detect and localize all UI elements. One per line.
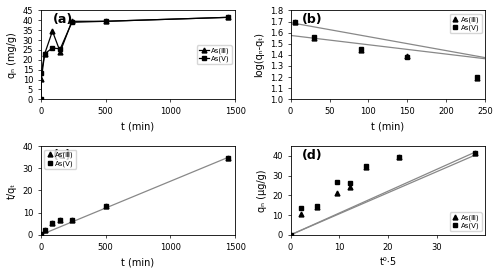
As(Ⅴ) [472, 151, 478, 155]
As(Ⅴ) [358, 48, 364, 51]
As(Ⅴ) [38, 98, 44, 101]
As(Ⅲ) [69, 218, 75, 221]
Y-axis label: qₙ (μg/g): qₙ (μg/g) [257, 169, 267, 212]
As(Ⅴ) [57, 47, 63, 51]
As(Ⅴ) [57, 219, 63, 222]
As(Ⅲ) [38, 233, 44, 236]
As(Ⅴ) [224, 16, 230, 19]
As(Ⅲ) [50, 30, 56, 33]
Legend: As(Ⅲ), As(Ⅴ): As(Ⅲ), As(Ⅴ) [450, 14, 482, 33]
As(Ⅲ) [311, 36, 317, 39]
Text: (a): (a) [52, 13, 72, 26]
Text: (d): (d) [302, 149, 323, 162]
As(Ⅴ) [38, 71, 44, 74]
As(Ⅴ) [474, 75, 480, 79]
X-axis label: t (min): t (min) [372, 121, 404, 132]
As(Ⅴ) [292, 20, 298, 23]
X-axis label: t (min): t (min) [122, 257, 154, 267]
As(Ⅲ) [363, 165, 369, 169]
As(Ⅴ) [363, 164, 369, 167]
As(Ⅴ) [42, 52, 48, 56]
As(Ⅴ) [396, 155, 402, 159]
As(Ⅲ) [347, 186, 353, 189]
Line: As(Ⅴ): As(Ⅴ) [292, 19, 480, 79]
Line: As(Ⅲ): As(Ⅲ) [288, 150, 478, 237]
As(Ⅴ) [42, 229, 48, 232]
Y-axis label: qₙ (mg/g): qₙ (mg/g) [7, 32, 17, 78]
As(Ⅲ) [224, 16, 230, 19]
As(Ⅴ) [102, 20, 108, 23]
As(Ⅴ) [404, 55, 410, 58]
Y-axis label: log(qₙ-qₜ): log(qₙ-qₜ) [254, 32, 264, 77]
Text: (c): (c) [52, 149, 72, 162]
As(Ⅲ) [102, 205, 108, 208]
Legend: As(Ⅲ), As(Ⅴ): As(Ⅲ), As(Ⅴ) [450, 212, 482, 231]
Line: As(Ⅴ): As(Ⅴ) [38, 15, 230, 102]
As(Ⅴ) [347, 181, 353, 184]
As(Ⅲ) [102, 20, 108, 23]
As(Ⅲ) [42, 52, 48, 56]
Legend: As(Ⅲ), As(Ⅴ): As(Ⅲ), As(Ⅴ) [44, 150, 76, 169]
X-axis label: t⁰⋅5: t⁰⋅5 [380, 257, 396, 267]
As(Ⅲ) [288, 233, 294, 236]
As(Ⅲ) [396, 155, 402, 159]
As(Ⅴ) [334, 180, 340, 183]
As(Ⅲ) [57, 50, 63, 53]
Line: As(Ⅴ): As(Ⅴ) [288, 150, 478, 237]
As(Ⅲ) [474, 76, 480, 79]
As(Ⅴ) [50, 222, 56, 225]
As(Ⅲ) [334, 192, 340, 195]
As(Ⅲ) [57, 219, 63, 222]
As(Ⅲ) [298, 213, 304, 216]
As(Ⅴ) [102, 205, 108, 208]
Line: As(Ⅲ): As(Ⅲ) [39, 155, 230, 237]
Legend: As(Ⅲ), As(Ⅴ): As(Ⅲ), As(Ⅴ) [196, 45, 232, 64]
As(Ⅴ) [314, 205, 320, 208]
As(Ⅲ) [358, 49, 364, 52]
X-axis label: t (min): t (min) [122, 121, 154, 132]
As(Ⅴ) [50, 46, 56, 50]
As(Ⅴ) [288, 233, 294, 236]
As(Ⅲ) [404, 54, 410, 58]
As(Ⅲ) [38, 98, 44, 101]
As(Ⅴ) [69, 21, 75, 24]
As(Ⅴ) [38, 233, 44, 236]
As(Ⅲ) [292, 21, 298, 24]
As(Ⅲ) [314, 206, 320, 209]
As(Ⅴ) [298, 207, 304, 210]
As(Ⅴ) [224, 156, 230, 159]
Line: As(Ⅲ): As(Ⅲ) [292, 20, 480, 80]
As(Ⅴ) [311, 35, 317, 39]
Y-axis label: t/qₜ: t/qₜ [7, 182, 17, 199]
As(Ⅲ) [472, 151, 478, 155]
As(Ⅲ) [42, 229, 48, 232]
As(Ⅲ) [224, 156, 230, 159]
Text: (b): (b) [302, 13, 323, 26]
As(Ⅴ) [69, 218, 75, 221]
Line: As(Ⅴ): As(Ⅴ) [39, 155, 230, 237]
As(Ⅲ) [38, 77, 44, 80]
As(Ⅲ) [50, 222, 56, 225]
Line: As(Ⅲ): As(Ⅲ) [38, 15, 230, 102]
As(Ⅲ) [69, 20, 75, 23]
